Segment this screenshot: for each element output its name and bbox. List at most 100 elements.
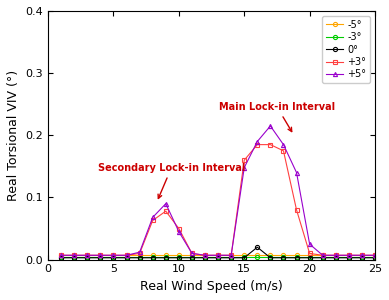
+3° bbox=[189, 252, 194, 255]
-5° bbox=[151, 254, 155, 257]
0° bbox=[347, 256, 351, 260]
0° bbox=[177, 256, 181, 260]
0° bbox=[151, 256, 155, 260]
-3° bbox=[268, 255, 273, 258]
+3° bbox=[294, 208, 299, 212]
-3° bbox=[72, 255, 77, 258]
+3° bbox=[124, 254, 129, 257]
-3° bbox=[255, 255, 259, 258]
-3° bbox=[216, 255, 221, 258]
0° bbox=[124, 256, 129, 260]
Text: Secondary Lock-in Interval: Secondary Lock-in Interval bbox=[98, 163, 245, 199]
-5° bbox=[281, 254, 286, 257]
-5° bbox=[294, 254, 299, 257]
-3° bbox=[177, 255, 181, 258]
-5° bbox=[98, 254, 103, 257]
+5° bbox=[373, 254, 377, 257]
-3° bbox=[85, 255, 90, 258]
-5° bbox=[255, 254, 259, 257]
-3° bbox=[333, 255, 338, 258]
+3° bbox=[373, 254, 377, 257]
Line: +3°: +3° bbox=[59, 142, 377, 257]
+3° bbox=[347, 254, 351, 257]
+5° bbox=[333, 254, 338, 257]
0° bbox=[72, 256, 77, 260]
-5° bbox=[373, 254, 377, 257]
-5° bbox=[321, 254, 325, 257]
-3° bbox=[359, 255, 364, 258]
-5° bbox=[177, 254, 181, 257]
Text: Main Lock-in Interval: Main Lock-in Interval bbox=[219, 102, 335, 132]
-5° bbox=[347, 254, 351, 257]
+5° bbox=[72, 254, 77, 257]
-3° bbox=[137, 255, 142, 258]
-3° bbox=[59, 255, 63, 258]
0° bbox=[189, 256, 194, 260]
+5° bbox=[216, 254, 221, 257]
0° bbox=[59, 256, 63, 260]
-5° bbox=[59, 254, 63, 257]
-5° bbox=[268, 254, 273, 257]
+5° bbox=[242, 166, 247, 169]
+3° bbox=[177, 227, 181, 230]
-3° bbox=[321, 255, 325, 258]
+3° bbox=[242, 158, 247, 162]
+5° bbox=[98, 254, 103, 257]
-3° bbox=[373, 255, 377, 258]
-3° bbox=[124, 255, 129, 258]
0° bbox=[98, 256, 103, 260]
0° bbox=[242, 256, 247, 260]
+3° bbox=[98, 254, 103, 257]
+3° bbox=[255, 143, 259, 146]
0° bbox=[85, 256, 90, 260]
+5° bbox=[268, 124, 273, 128]
0° bbox=[229, 256, 233, 260]
+3° bbox=[111, 254, 116, 257]
0° bbox=[163, 256, 168, 260]
Legend: -5°, -3°, 0°, +3°, +5°: -5°, -3°, 0°, +3°, +5° bbox=[322, 16, 370, 83]
+5° bbox=[111, 254, 116, 257]
Line: -5°: -5° bbox=[59, 253, 377, 257]
+3° bbox=[321, 254, 325, 257]
0° bbox=[321, 256, 325, 260]
-3° bbox=[151, 255, 155, 258]
-3° bbox=[163, 255, 168, 258]
+5° bbox=[294, 171, 299, 174]
Line: -3°: -3° bbox=[59, 254, 377, 259]
-5° bbox=[124, 254, 129, 257]
+5° bbox=[359, 254, 364, 257]
+5° bbox=[203, 254, 207, 257]
Line: 0°: 0° bbox=[59, 245, 377, 260]
Y-axis label: Real Torsional VIV (°): Real Torsional VIV (°) bbox=[7, 70, 20, 201]
+5° bbox=[124, 254, 129, 257]
-5° bbox=[189, 254, 194, 257]
-5° bbox=[137, 254, 142, 257]
+5° bbox=[163, 202, 168, 206]
0° bbox=[373, 256, 377, 260]
+3° bbox=[85, 254, 90, 257]
+3° bbox=[137, 252, 142, 255]
-3° bbox=[242, 255, 247, 258]
0° bbox=[333, 256, 338, 260]
-3° bbox=[294, 255, 299, 258]
-5° bbox=[72, 254, 77, 257]
+3° bbox=[307, 252, 312, 255]
0° bbox=[281, 256, 286, 260]
+5° bbox=[321, 254, 325, 257]
-5° bbox=[229, 254, 233, 257]
-5° bbox=[203, 254, 207, 257]
+5° bbox=[59, 254, 63, 257]
0° bbox=[137, 256, 142, 260]
-3° bbox=[98, 255, 103, 258]
+3° bbox=[163, 209, 168, 213]
-5° bbox=[85, 254, 90, 257]
+5° bbox=[229, 254, 233, 257]
0° bbox=[268, 256, 273, 260]
+5° bbox=[347, 254, 351, 257]
+5° bbox=[177, 230, 181, 233]
-5° bbox=[359, 254, 364, 257]
0° bbox=[307, 256, 312, 260]
+3° bbox=[59, 254, 63, 257]
-3° bbox=[111, 255, 116, 258]
Line: +5°: +5° bbox=[59, 124, 377, 257]
